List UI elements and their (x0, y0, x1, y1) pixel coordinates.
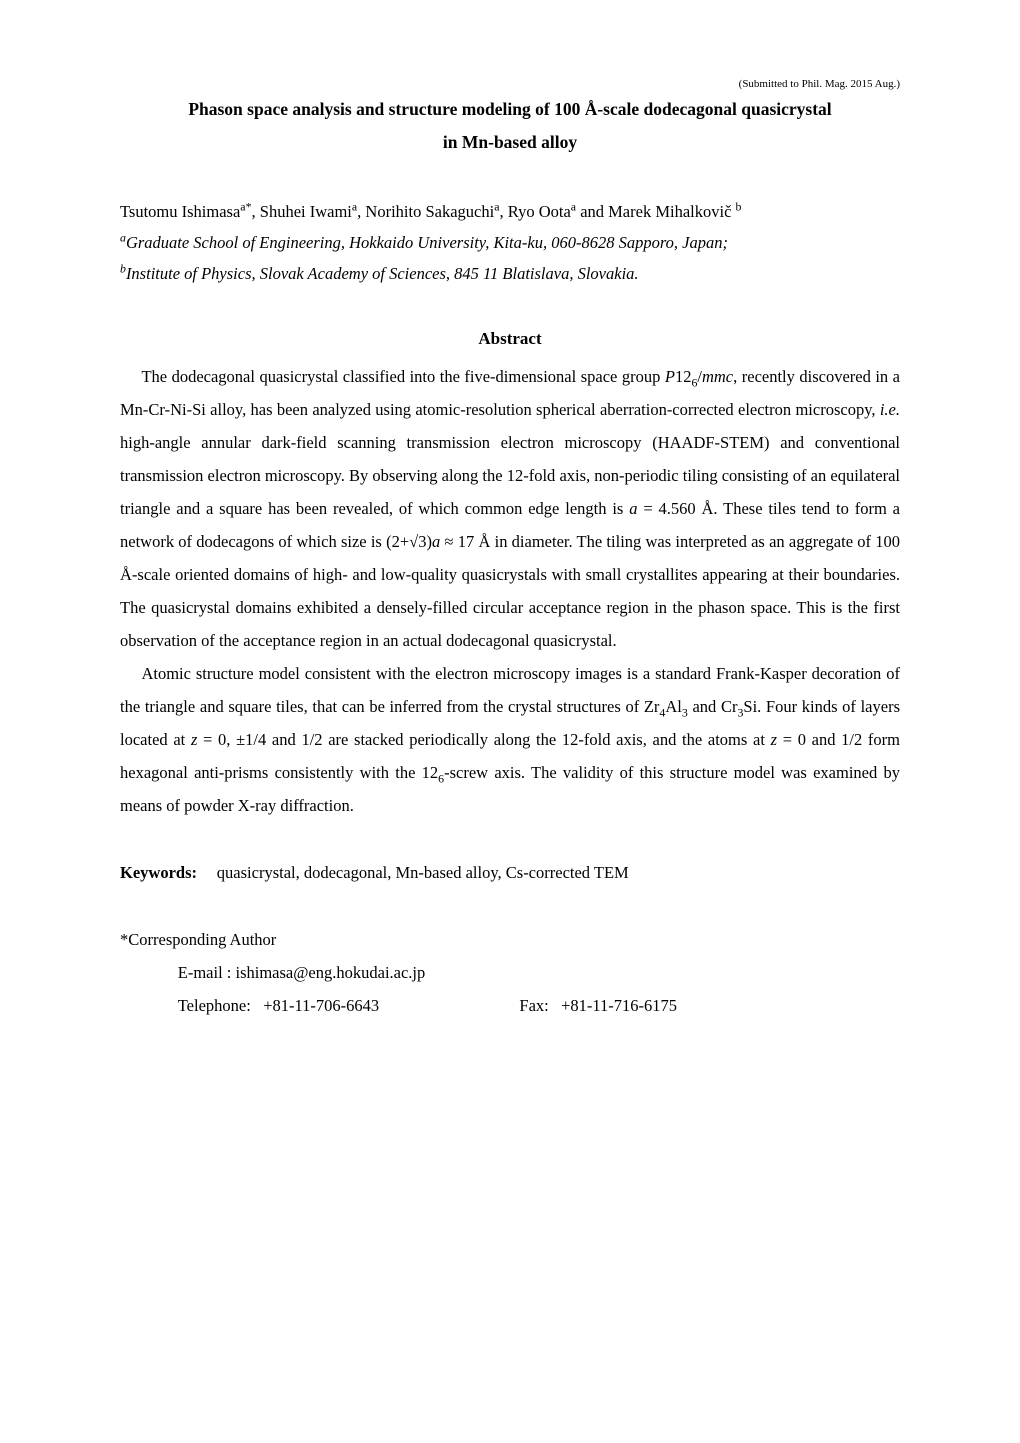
title-line-2: in Mn-based alloy (443, 132, 577, 152)
author-list: Tsutomu Ishimasaa*, Shuhei Iwamia, Norih… (120, 196, 900, 227)
space-group-12: 12 (675, 367, 692, 386)
affil-text: Institute of Physics, Slovak Academy of … (126, 264, 639, 283)
affiliation-a: aGraduate School of Engineering, Hokkaid… (120, 227, 900, 258)
submission-note: (Submitted to Phil. Mag. 2015 Aug.) (120, 78, 900, 91)
email-label: E-mail : (178, 963, 236, 982)
fax-label: Fax: (519, 996, 548, 1015)
abs-text: Al (665, 697, 682, 716)
telephone-label: Telephone: (178, 996, 251, 1015)
affiliations: aGraduate School of Engineering, Hokkaid… (120, 227, 900, 290)
abs-text: and Cr (688, 697, 738, 716)
email-line: E-mail : ishimasa@eng.hokudai.ac.jp (120, 956, 900, 989)
author-sup: a* (240, 199, 251, 213)
abs-text: The dodecagonal quasicrystal classified … (141, 367, 664, 386)
space-group-P: P (665, 367, 675, 386)
affiliation-b: bInstitute of Physics, Slovak Academy of… (120, 258, 900, 289)
paper-title: Phason space analysis and structure mode… (120, 93, 900, 160)
abs-text: = 0, ±1/4 and 1/2 are stacked periodical… (197, 730, 770, 749)
phone-fax-line: Telephone: +81-11-706-6643 Fax: +81-11-71… (120, 989, 900, 1022)
keywords-label: Keywords: (120, 863, 197, 882)
abstract-heading: Abstract (120, 322, 900, 356)
corresponding-label: *Corresponding Author (120, 923, 900, 956)
author-name: Tsutomu Ishimasa (120, 202, 240, 221)
var-a: a (432, 532, 440, 551)
author-sup: b (736, 199, 742, 213)
fax-value: +81-11-716-6175 (561, 996, 677, 1015)
keywords-block: Keywords: quasicrystal, dodecagonal, Mn-b… (120, 856, 900, 889)
author-sep: , Ryo Oota (499, 202, 570, 221)
affil-text: Graduate School of Engineering, Hokkaido… (126, 233, 728, 252)
author-sep: and Marek Mihalkovič (576, 202, 735, 221)
keywords-text: quasicrystal, dodecagonal, Mn-based allo… (217, 863, 629, 882)
corresponding-author-block: *Corresponding Author E-mail : ishimasa@… (120, 923, 900, 1022)
email-value: ishimasa@eng.hokudai.ac.jp (235, 963, 425, 982)
space-group-mmc: mmc (702, 367, 733, 386)
author-sep: , Shuhei Iwami (252, 202, 352, 221)
abstract-paragraph-1: The dodecagonal quasicrystal classified … (120, 360, 900, 657)
title-line-1: Phason space analysis and structure mode… (188, 99, 831, 119)
abstract-paragraph-2: Atomic structure model consistent with t… (120, 657, 900, 822)
ie-italic: i.e. (880, 400, 900, 419)
telephone-value: +81-11-706-6643 (263, 996, 379, 1015)
author-sep: , Norihito Sakaguchi (357, 202, 494, 221)
